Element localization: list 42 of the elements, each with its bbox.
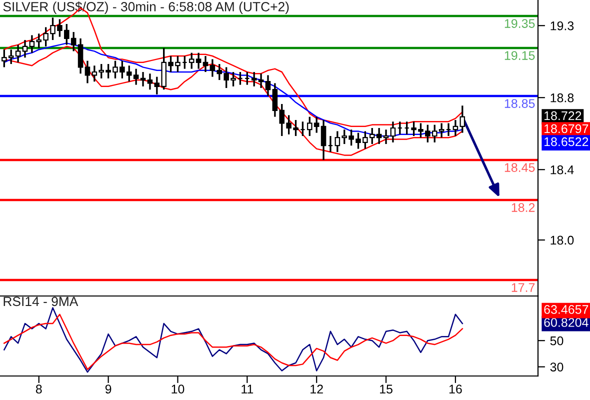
candlestick <box>140 71 146 88</box>
text: 18.722 <box>544 111 582 120</box>
candlestick <box>22 39 28 58</box>
candlestick <box>251 71 257 88</box>
ref-line-label: 18.2 <box>512 203 535 212</box>
candlestick <box>265 74 271 97</box>
candlestick <box>84 60 90 84</box>
y-tick-label: 50 <box>550 336 564 346</box>
candlestick <box>258 72 264 89</box>
candlestick <box>452 119 458 137</box>
y-tick-label: 18.0 <box>550 236 574 245</box>
y-tick-label: 30 <box>550 362 564 372</box>
y-tick-label: 19.3 <box>550 21 574 30</box>
candlestick <box>390 120 396 144</box>
ref-line-label: 17.7 <box>512 283 535 292</box>
text: 60.8204 <box>544 318 588 327</box>
candlestick <box>210 58 216 78</box>
candlestick <box>383 128 389 145</box>
candlestick <box>320 119 326 161</box>
candlestick <box>147 72 153 90</box>
y-tick-label: 18.4 <box>550 165 574 174</box>
candlestick <box>202 55 208 73</box>
x-tick-label: 15 <box>380 384 392 394</box>
y-tick-label: 18.8 <box>550 93 574 102</box>
x-tick-label: 10 <box>172 384 184 394</box>
x-tick-label: 16 <box>449 384 462 394</box>
chart-title: SILVER (US$/OZ) - 30min - 6:58:08 AM (UTC+2) <box>3 1 289 14</box>
x-tick-label: 8 <box>36 384 42 394</box>
chart-title: RSI14 - 9MA <box>4 296 78 306</box>
candlestick <box>78 38 84 74</box>
ref-line-label: 19.15 <box>504 51 535 60</box>
text: 18.6797 <box>544 124 588 134</box>
x-tick-label: 9 <box>105 384 112 394</box>
ref-line-label: 18.85 <box>504 99 535 108</box>
text: 18.6522 <box>544 137 588 146</box>
ref-line-label: 18.45 <box>504 163 535 172</box>
candlestick <box>15 44 21 64</box>
x-tick-label: 11 <box>242 384 254 394</box>
candlestick <box>460 104 466 134</box>
ref-line-label: 19.35 <box>504 19 535 28</box>
text: 63.4657 <box>544 305 588 314</box>
x-tick-label: 12 <box>310 384 323 394</box>
